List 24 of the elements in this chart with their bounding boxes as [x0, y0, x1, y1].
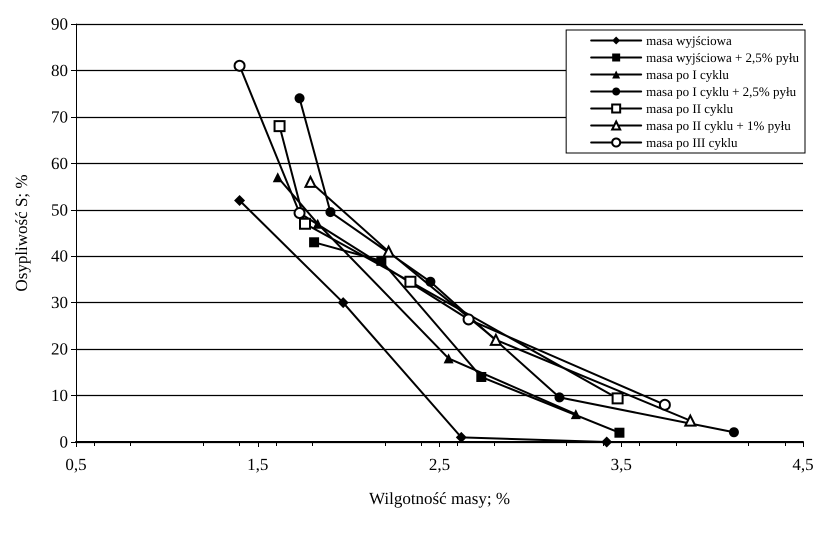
- legend-label: masa po II cyklu: [646, 101, 734, 116]
- y-tick-label: 30: [51, 293, 68, 312]
- x-tick-label: 0,5: [65, 455, 87, 474]
- legend-label: masa po III cyklu: [646, 135, 738, 150]
- y-tick-label: 70: [51, 107, 68, 126]
- legend-label: masa po I cyklu + 2,5% pyłu: [646, 84, 797, 99]
- x-tick-label: 3,5: [610, 455, 632, 474]
- y-tick-label: 10: [51, 386, 68, 406]
- y-tick-label: 60: [51, 154, 68, 173]
- y-tick-label: 0: [60, 432, 68, 452]
- x-axis-title: Wilgotność masy; %: [369, 489, 510, 508]
- y-tick-label: 90: [51, 14, 68, 34]
- legend-label: masa wyjściowa: [646, 33, 732, 48]
- x-tick-label: 1,5: [247, 455, 268, 474]
- x-tick-label: 2,5: [428, 455, 450, 474]
- y-tick-label: 20: [51, 340, 68, 359]
- x-tick-label: 4,5: [792, 455, 814, 474]
- legend-label: masa po I cyklu: [646, 67, 730, 82]
- y-tick-label: 80: [51, 60, 68, 80]
- y-axis-title: Osypliwość S; %: [12, 174, 31, 292]
- y-tick-label: 40: [51, 246, 68, 266]
- y-tick-label: 50: [51, 200, 68, 220]
- legend-label: masa wyjściowa + 2,5% pyłu: [646, 50, 800, 65]
- legend-label: masa po II cyklu + 1% pyłu: [646, 118, 792, 133]
